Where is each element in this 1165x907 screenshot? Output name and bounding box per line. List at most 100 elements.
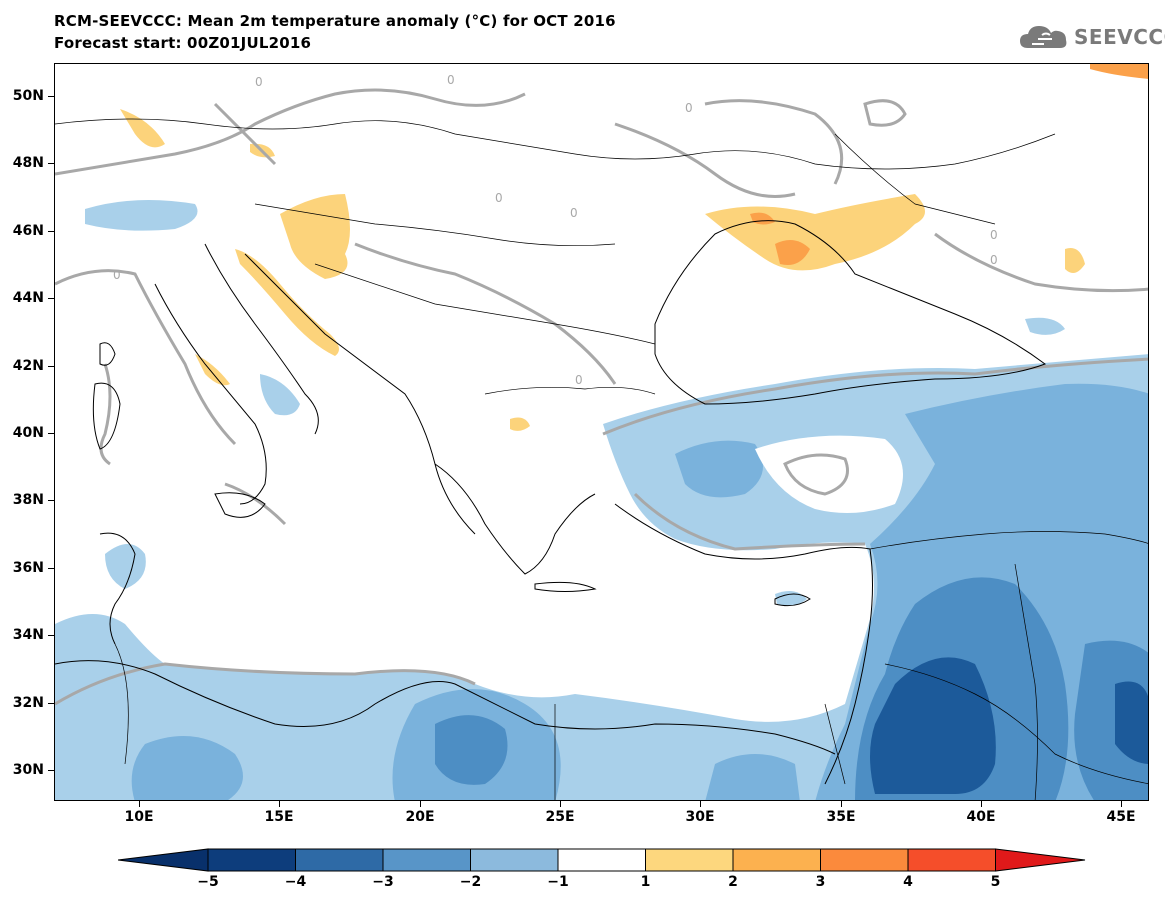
anomaly-area-greece [510,417,530,431]
anomaly-area-medium-africa-west [131,735,243,800]
coast-turkey-south [614,503,871,560]
border-egypt-israel [824,703,846,785]
colorbar-label: 3 [815,874,826,890]
colorbar-segment [820,848,909,872]
border-libya-tunisia [114,643,129,765]
map-canvas: 0 0 0 0 0 0 0 0 0 [55,64,1148,800]
colorbar-segment [907,848,996,872]
colorbar [118,848,1086,872]
coast-levant [824,548,873,785]
anomaly-area-dark-libya [435,715,508,785]
border-greece-turkey [484,386,656,395]
lon-label-35e: 35E [826,809,856,825]
lon-tick [700,801,701,807]
coast-tunisia [99,532,136,645]
anomaly-area-darkest-arabia [870,657,996,794]
coast-italy-west [154,283,267,505]
lat-label-48n: 48N [12,155,44,171]
zero-contour-anatolia-south [633,492,866,551]
contour-label: 0 [570,206,578,220]
anomaly-area-adriatic [235,249,339,356]
coast-greece [434,463,596,575]
anomaly-area-alps [85,200,198,231]
borders [55,118,1148,800]
anomaly-area-tunisia [105,544,146,589]
chart-title: RCM-SEEVCCC: Mean 2m temperature anomaly… [54,12,616,30]
anomaly-area-italy-coast [195,354,230,386]
coast-balkans [244,253,476,535]
lat-label-30n: 30N [12,762,44,778]
lat-tick [48,770,54,771]
contour-label: 0 [447,73,455,87]
anomaly-area-caucasus [1025,317,1065,335]
border-central-europe [55,118,1056,170]
contour-labels: 0 0 0 0 0 0 0 0 0 [113,73,998,387]
lon-label-45e: 45E [1106,809,1136,825]
lon-tick [841,801,842,807]
zero-contour-central-anatolia [783,453,849,496]
colorbar-segment [295,848,384,872]
contour-label: 0 [495,191,503,205]
colorbar-label: 5 [990,874,1001,890]
lon-tick [420,801,421,807]
coast-sardinia [92,382,121,450]
zero-contour-balkans [354,242,617,385]
colorbar-label: 2 [728,874,738,890]
contour-label: 0 [990,253,998,267]
lat-tick [48,568,54,569]
contour-label: 0 [685,101,693,115]
coast-adriatic-italy [204,243,319,435]
contour-label: 0 [255,75,263,89]
anomaly-area-germany [120,109,165,148]
zero-contour-africa [55,662,476,706]
border-ukraine-russia [834,133,996,225]
anomaly-area-italy [260,374,300,416]
lat-label-50n: 50N [12,88,44,104]
colorbar-label: −1 [547,874,569,890]
lat-label-32n: 32N [12,695,44,711]
zero-contour-anatolia [602,357,1148,436]
coast-cyprus [774,593,811,607]
anomaly-area-north-africa-light [55,614,165,704]
lon-tick [139,801,140,807]
lat-label-38n: 38N [12,492,44,508]
coast-black-sea [654,220,1047,405]
border-jordan-saudi [884,663,1148,784]
colorbar-label: −4 [284,874,307,890]
contour-label: 0 [990,228,998,242]
zero-contour-ukraine [614,122,796,198]
lon-label-20e: 20E [405,809,435,825]
seevccc-logo: SEEVCCC [1018,22,1165,52]
colorbar-label: −3 [372,874,394,890]
lat-tick [48,231,54,232]
lon-tick [1121,801,1122,807]
colorbar-over-arrow [995,848,1086,872]
anomaly-area-crimea-orange [775,240,810,265]
colorbar-label: −5 [197,874,219,890]
zero-contour-europe-a [55,88,526,176]
anomaly-area-dark-iraq [1074,640,1148,800]
zero-contour-north [704,99,844,185]
anomaly-area-medium-egypt [705,754,800,800]
forecast-start-label: Forecast start: 00Z01JUL2016 [54,34,312,52]
anomaly-area-austria [280,194,350,279]
colorbar-segment [732,848,821,872]
coastlines [55,220,1047,785]
zero-contour-germany [213,102,277,166]
colorbar-label: −2 [459,874,482,890]
anomaly-positive-fields [120,64,1148,431]
anomaly-area-darkest-iraq [1115,681,1148,764]
colorbar-segment [645,848,734,872]
colorbar-label: 1 [640,874,651,890]
border-balkans-north [314,263,656,345]
lat-label-40n: 40N [12,425,44,441]
lon-tick [981,801,982,807]
zero-contour-sicily [224,482,287,526]
colorbar-segment [557,848,646,872]
coast-sicily [214,492,266,518]
lat-label-34n: 34N [12,627,44,643]
logo-text: SEEVCCC [1074,25,1165,49]
lat-label-36n: 36N [12,560,44,576]
border-austria-hungary [254,203,616,247]
lon-label-10e: 10E [124,809,154,825]
